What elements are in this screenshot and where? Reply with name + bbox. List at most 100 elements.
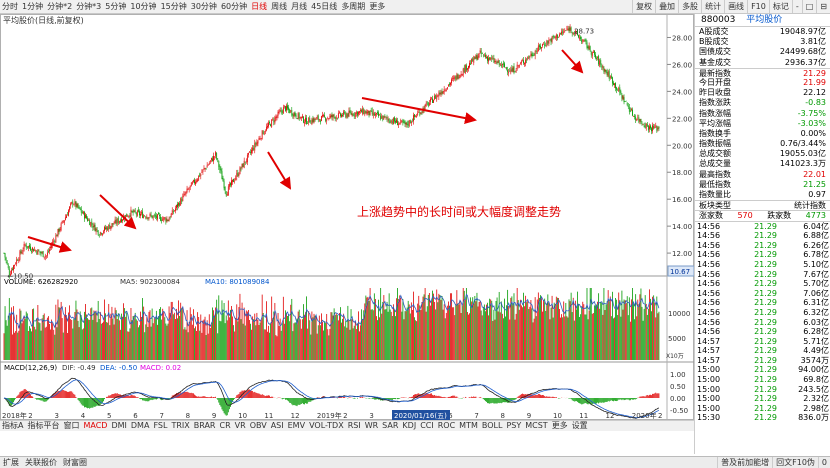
- tick-price: 21.29: [754, 250, 777, 260]
- field-value: 22.01: [803, 169, 826, 179]
- index-stat-row: 今日开盘 21.99: [695, 78, 830, 88]
- toolbar-button[interactable]: ⊟: [816, 0, 830, 13]
- period-tab[interactable]: 10分钟: [130, 2, 157, 11]
- candle-body: [28, 245, 30, 248]
- candle-body: [608, 71, 610, 80]
- candle-body: [548, 40, 550, 44]
- tick-row: 14:56 21.29 6.88亿: [695, 231, 830, 241]
- toolbar-button[interactable]: F10: [747, 0, 769, 13]
- toolbar-button[interactable]: □: [801, 0, 817, 13]
- indicator-tab[interactable]: VR: [234, 421, 246, 430]
- candle-body: [248, 152, 249, 155]
- candle-body: [297, 113, 299, 119]
- candle-body: [227, 186, 229, 196]
- period-tab[interactable]: 更多: [369, 2, 386, 11]
- indicator-tab[interactable]: CCI: [420, 421, 434, 430]
- indicator-tab[interactable]: BOLL: [481, 421, 503, 430]
- candle-body: [641, 123, 643, 124]
- indicator-tab[interactable]: WR: [364, 421, 379, 430]
- indicator-tab[interactable]: VOL-TDX: [309, 421, 344, 430]
- toolbar-button[interactable]: 复权: [632, 0, 655, 13]
- status-link[interactable]: 关联报价: [25, 458, 57, 467]
- candle-body: [130, 209, 132, 218]
- candle-body: [253, 147, 255, 150]
- candle-body: [9, 273, 11, 276]
- indicator-tab[interactable]: TRIX: [171, 421, 190, 430]
- tick-row: 14:57 21.29 5.71亿: [695, 337, 830, 347]
- candle-body: [389, 121, 391, 124]
- cursor-date-label: 2020/01/16(五): [394, 412, 447, 420]
- candles: [3, 24, 660, 279]
- candle-body: [507, 69, 509, 72]
- candle-body: [549, 39, 551, 41]
- status-link[interactable]: 财富圈: [63, 458, 87, 467]
- period-tab[interactable]: 周线: [271, 2, 288, 11]
- period-tab[interactable]: 分钟*3: [76, 2, 102, 11]
- indicator-tab[interactable]: RSI: [347, 421, 361, 430]
- indicator-tab[interactable]: BRAR: [193, 421, 216, 430]
- period-tab[interactable]: 分钟*2: [47, 2, 73, 11]
- period-tab[interactable]: 分时: [2, 2, 18, 11]
- indicator-tab[interactable]: DMI: [111, 421, 127, 430]
- indicator-tab[interactable]: SAR: [382, 421, 399, 430]
- candle-body: [404, 120, 406, 125]
- toolbar-button[interactable]: 标记: [768, 0, 792, 13]
- candle-body: [433, 99, 434, 103]
- indicator-tab[interactable]: 更多: [551, 421, 568, 430]
- candle-body: [79, 207, 81, 210]
- tick-volume: 6.78亿: [803, 250, 829, 260]
- indicator-tab[interactable]: MTM: [459, 421, 478, 430]
- indicator-tab[interactable]: FSL: [153, 421, 168, 430]
- candle-body: [149, 213, 151, 216]
- period-tab[interactable]: 45日线: [311, 2, 338, 11]
- period-tab[interactable]: 5分钟: [105, 2, 127, 11]
- candle-body: [275, 116, 277, 119]
- indicator-tab[interactable]: EMV: [287, 421, 306, 430]
- toolbar-button[interactable]: 多股: [678, 0, 701, 13]
- indicator-tab[interactable]: KDJ: [402, 421, 417, 430]
- candle-body: [526, 59, 528, 61]
- candle-body: [167, 219, 169, 221]
- candle-body: [288, 107, 290, 110]
- status-item[interactable]: 回文F10伪: [772, 457, 818, 468]
- indicator-tab[interactable]: 指标A: [2, 421, 24, 430]
- period-tab[interactable]: 多周期: [341, 2, 366, 11]
- candle-body: [371, 110, 373, 115]
- indicator-tab[interactable]: 设置: [571, 421, 588, 430]
- price-badge: [667, 265, 694, 277]
- indicator-tab[interactable]: 窗口: [63, 421, 80, 430]
- candle-body: [426, 102, 428, 104]
- candle-body: [87, 218, 88, 221]
- toolbar-button[interactable]: 画线: [724, 0, 747, 13]
- period-tab[interactable]: 60分钟: [220, 2, 248, 11]
- indicator-tab[interactable]: 指标平台: [27, 421, 60, 430]
- candle-body: [281, 110, 283, 113]
- indicator-tab[interactable]: MACD: [83, 421, 108, 430]
- indicator-tab[interactable]: OBV: [249, 421, 267, 430]
- toolbar-button[interactable]: 统计: [701, 0, 724, 13]
- toolbar-button[interactable]: -: [791, 0, 802, 13]
- candle-body: [468, 65, 469, 69]
- index-stat-row: 指数换手 0.00%: [695, 129, 830, 139]
- status-item[interactable]: 普及前加能增: [717, 457, 772, 468]
- index-name[interactable]: 平均股价: [746, 15, 783, 25]
- indicator-tab[interactable]: ASI: [270, 421, 284, 430]
- candle-body: [252, 147, 254, 152]
- field-value: 22.12: [803, 88, 826, 98]
- period-tab[interactable]: 1分钟: [22, 2, 44, 11]
- candle-body: [260, 138, 262, 140]
- indicator-tab[interactable]: ROC: [437, 421, 456, 430]
- candle-body: [286, 105, 287, 111]
- candle-body: [173, 210, 175, 212]
- indicator-tab[interactable]: DMA: [130, 421, 150, 430]
- status-link[interactable]: 扩展: [3, 458, 19, 467]
- indicator-tab[interactable]: CR: [219, 421, 231, 430]
- indicator-tab[interactable]: PSY: [506, 421, 522, 430]
- period-tab[interactable]: 日线: [251, 2, 268, 11]
- period-tab[interactable]: 15分钟: [160, 2, 187, 11]
- toolbar-button[interactable]: 叠加: [655, 0, 678, 13]
- indicator-tab[interactable]: MCST: [525, 421, 548, 430]
- period-tab[interactable]: 30分钟: [190, 2, 217, 11]
- period-tab[interactable]: 月线: [291, 2, 308, 11]
- candle-body: [529, 57, 531, 58]
